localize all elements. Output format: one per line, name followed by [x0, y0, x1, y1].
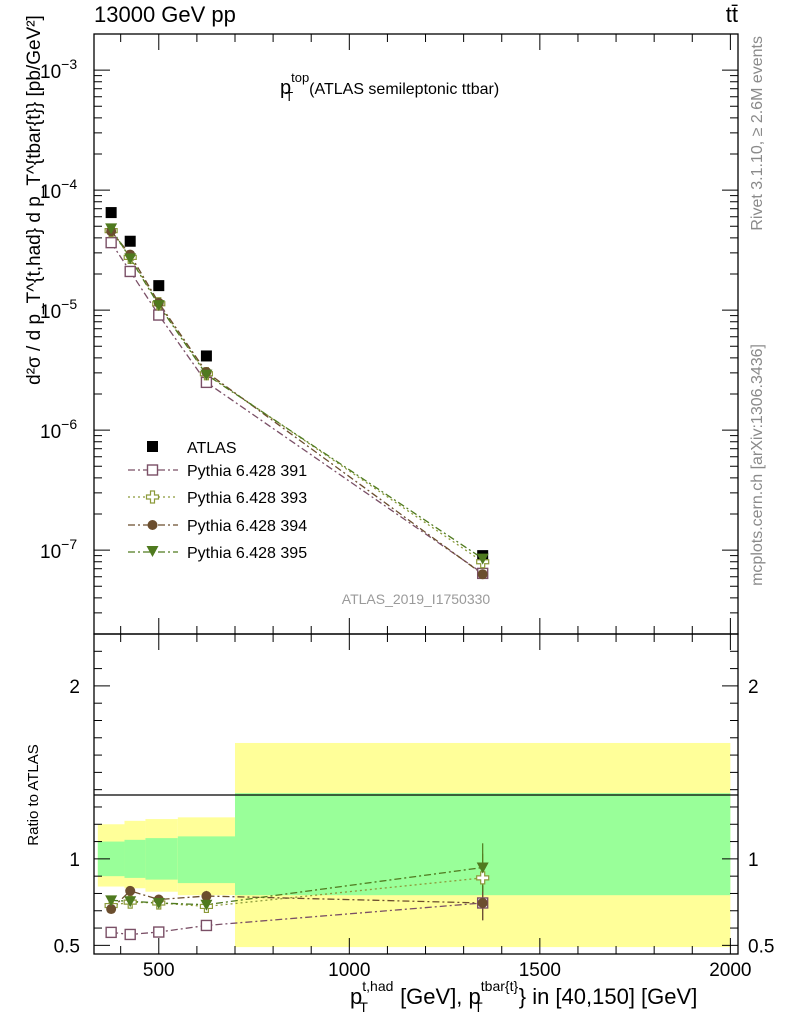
stat-uncertainty-band — [124, 839, 146, 878]
ratio-point-s2-4 — [477, 897, 488, 908]
data-point-s0-3 — [200, 350, 212, 362]
data-point-s3-4 — [477, 569, 488, 580]
x-tick-label: 1000 — [328, 960, 370, 981]
main-y-tick-label: 10−7 — [40, 536, 77, 563]
ratio-point-s3-4 — [476, 862, 489, 874]
legend-entry-395: Pythia 6.428 395 — [128, 545, 307, 562]
ratio-frame — [93, 633, 739, 955]
ratio-y-tick-label: 1 — [69, 850, 80, 871]
ratio-point-s0-2 — [153, 926, 165, 938]
data-point-s1-0 — [105, 236, 117, 249]
data-point-s4-2 — [152, 300, 165, 312]
x-tick-label: 1500 — [519, 960, 561, 981]
main-y-tick-label: 10−6 — [40, 416, 77, 443]
ratio-point-s0-3 — [200, 919, 213, 932]
data-point-s0-0 — [105, 207, 117, 219]
stat-uncertainty-band — [145, 838, 178, 880]
legend-entry-atlas: ATLAS — [147, 440, 237, 457]
legend-entry-391: Pythia 6.428 391 — [128, 463, 307, 480]
header-right: tt̄ — [726, 2, 738, 27]
ratio-point-s3-2 — [152, 897, 165, 909]
ratio-point-s0-1 — [124, 928, 136, 941]
ratio-point-s2-1 — [125, 885, 136, 896]
ratio-point-s0-0 — [105, 926, 117, 939]
main-title: ptop T (ATLAS semileptonic ttbar) — [280, 70, 499, 104]
ratio-y-tick-label-right: 0.5 — [748, 936, 774, 957]
ratio-point-s3-0 — [105, 895, 118, 907]
data-point-s4-1 — [124, 253, 137, 265]
main-plot-area — [104, 207, 490, 580]
main-y-axis: 10−7 10−6 10−5 10−4 10−3 — [40, 33, 738, 635]
legend-label-393: Pythia 6.428 393 — [187, 490, 307, 507]
ratio-uncertainty-bands — [97, 742, 731, 948]
rivet-label: Rivet 3.1.10, ≥ 2.6M events — [749, 36, 766, 231]
ratio-point-s1-4 — [476, 871, 490, 885]
legend-marker-394 — [147, 520, 158, 530]
legend-marker-atlas — [147, 441, 158, 452]
watermark: ATLAS_2019_I1750330 — [342, 591, 491, 607]
ratio-panel: 500 1000 1500 2000 0.5 1 2 0.5 1 2 Ratio to ATLAS… — [25, 633, 774, 1015]
legend-label-394: Pythia 6.428 394 — [187, 518, 307, 535]
x-tick-label: 500 — [143, 960, 175, 981]
ratio-point-s2-3 — [201, 891, 212, 902]
data-point-s0-1 — [124, 235, 136, 247]
legend-label-391: Pythia 6.428 391 — [187, 463, 307, 480]
legend-entry-393: Pythia 6.428 393 — [128, 490, 307, 507]
data-point-s1-2 — [153, 309, 165, 321]
main-y-tick-label: 10−4 — [40, 176, 77, 203]
legend-label-atlas: ATLAS — [187, 440, 237, 457]
legend-marker-395 — [146, 546, 159, 557]
series-line-4 — [110, 228, 484, 560]
ratio-y-tick-label-right: 2 — [748, 677, 759, 698]
ratio-ylabel: Ratio to ATLAS — [25, 744, 42, 845]
legend-label-395: Pythia 6.428 395 — [187, 545, 307, 562]
legend-entry-394: Pythia 6.428 394 — [128, 518, 307, 535]
main-ylabel: d²σ / d p_T^{t,had} d p_T^{tbar{t}} [pb/… — [24, 15, 45, 385]
ratio-point-s2-0 — [106, 904, 117, 915]
x-tick-label: 2000 — [709, 960, 751, 981]
ratio-y-tick-label: 0.5 — [54, 936, 80, 957]
x-axis-label: pt,had T [GeV], ptbar{t} T} in [40,150] [G… — [350, 978, 697, 1015]
ratio-plot-area — [104, 843, 490, 941]
data-point-s1-1 — [124, 265, 136, 278]
ratio-point-s3-3 — [200, 899, 213, 911]
series-line-2 — [110, 230, 484, 563]
legend-marker-391 — [146, 464, 159, 476]
data-point-s4-4 — [476, 553, 489, 565]
data-point-s4-0 — [105, 223, 118, 235]
ratio-axes: 500 1000 1500 2000 0.5 1 2 0.5 1 2 — [54, 634, 774, 981]
mcplots-label: mcplots.cern.ch [arXiv:1306.3436] — [749, 344, 766, 586]
main-panel: ptop T (ATLAS semileptonic ttbar) d²σ / d … — [24, 15, 739, 635]
main-frame — [93, 33, 739, 635]
data-point-s4-3 — [200, 369, 213, 381]
legend-marker-393 — [145, 490, 160, 504]
header-left: 13000 GeV pp — [94, 2, 236, 27]
ratio-y-tick-label: 2 — [69, 677, 80, 698]
ratio-point-s3-1 — [124, 896, 137, 908]
legend: ATLAS Pythia 6.428 391 Pythia 6.428 393 … — [128, 440, 307, 562]
data-point-s0-2 — [153, 280, 165, 292]
stat-uncertainty-band — [177, 836, 235, 884]
main-y-tick-label: 10−3 — [40, 56, 77, 83]
ratio-y-tick-label-right: 1 — [748, 850, 759, 871]
main-y-tick-label: 10−5 — [40, 296, 77, 323]
